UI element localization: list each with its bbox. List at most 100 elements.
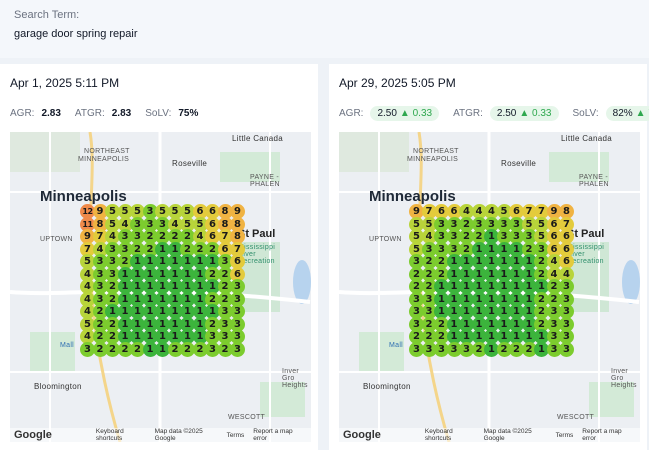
rank-cell: 1	[117, 279, 133, 294]
search-term-label: Search Term:	[14, 9, 80, 21]
rank-cell: 9	[230, 204, 245, 219]
metric-atgr: ATGR: 2.50 ▲ 0.33	[453, 105, 559, 121]
map-label-inver: Inver Gro Heights	[282, 368, 308, 389]
terms-link[interactable]: Terms	[555, 431, 574, 439]
rank-cell: 3	[92, 291, 108, 307]
rank-cell: 6	[230, 266, 245, 282]
rank-cell: 3	[434, 241, 449, 257]
rank-cell: 1	[471, 279, 487, 294]
metric-solv: SoLV: 82% ▲ 7%	[572, 105, 649, 121]
rank-cell: 5	[80, 254, 95, 269]
rank-cell: 1	[192, 266, 208, 282]
rank-cell: 1	[534, 279, 549, 294]
rank-grid-map[interactable]: Little Canada NORTHEAST MINNEAPOLIS Rose…	[10, 132, 311, 442]
scan-date: Apr 29, 2025 5:05 PM	[339, 76, 456, 90]
rank-cell: 3	[521, 229, 537, 244]
rank-cell: 1	[180, 304, 195, 319]
rank-cell: 1	[117, 266, 133, 282]
rank-cell: 6	[446, 204, 462, 219]
rank-cell: 1	[142, 316, 158, 332]
rank-cell: 1	[471, 304, 487, 319]
rank-cell: 5	[409, 216, 424, 232]
rank-cell: 3	[559, 329, 574, 344]
metric-atgr: ATGR: 2.83	[75, 108, 131, 119]
report-panel-apr-1: Apr 1, 2025 5:11 PM AGR: 2.83 ATGR: 2.83…	[0, 64, 318, 450]
report-map-error-link[interactable]: Report a map error	[253, 428, 293, 442]
rank-cell: 1	[167, 316, 183, 332]
map-label-minneapolis-upper: MINNEAPOLIS	[78, 156, 130, 163]
rank-cell: 1	[180, 291, 195, 307]
rank-cell: 2	[117, 341, 133, 357]
rank-cell: 3	[117, 241, 133, 257]
rank-cell: 2	[459, 229, 474, 244]
rank-cell: 1	[521, 291, 537, 307]
rank-cell: 2	[217, 266, 233, 282]
rank-cell: 1	[130, 266, 145, 282]
rank-cell: 3	[434, 216, 449, 232]
rank-cell: 2	[421, 254, 437, 269]
rank-cell: 4	[92, 241, 108, 257]
rank-cell: 1	[446, 279, 462, 294]
rank-grid-map[interactable]: Little Canada NORTHEAST MINNEAPOLIS Rose…	[339, 132, 640, 442]
atgr-label: ATGR:	[453, 107, 483, 119]
rank-cell: 1	[155, 241, 170, 257]
terms-link[interactable]: Terms	[226, 431, 245, 439]
rank-cell: 1	[496, 266, 512, 282]
rank-cell: 2	[409, 279, 424, 294]
keyboard-shortcuts-link[interactable]: Keyboard shortcuts	[424, 428, 453, 442]
solv-label: SoLV:	[572, 107, 599, 119]
rank-cell: 9	[80, 229, 95, 244]
rank-cell: 2	[130, 241, 145, 257]
rank-cell: 3	[421, 304, 437, 319]
map-label-bloomington: Bloomington	[34, 382, 82, 391]
solv-label: SoLV:	[145, 107, 172, 119]
rank-cell: 1	[446, 304, 462, 319]
map-label-st-paul: St Paul	[238, 228, 276, 240]
rank-cell: 3	[434, 341, 449, 357]
map-footer: Google Keyboard shortcuts Map data ©2025…	[10, 428, 311, 442]
rank-cell: 3	[534, 241, 549, 257]
keyboard-shortcuts-link[interactable]: Keyboard shortcuts	[95, 428, 124, 442]
rank-cell: 1	[180, 329, 195, 344]
rank-cell: 1	[192, 304, 208, 319]
rank-cell: 1	[484, 291, 499, 307]
rank-cell: 4	[192, 229, 208, 244]
rank-cell: 1	[180, 316, 195, 332]
rank-cell: 1	[167, 266, 183, 282]
rank-cell: 1	[130, 291, 145, 307]
rank-cell: 1	[142, 304, 158, 319]
rank-cell: 2	[105, 341, 120, 357]
map-label-uptown: UPTOWN	[369, 236, 402, 243]
rank-cell: 1	[484, 316, 499, 332]
rank-cell: 1	[155, 304, 170, 319]
rank-cell: 3	[230, 329, 245, 344]
rank-cell: 1	[471, 241, 487, 257]
rank-cell: 2	[105, 279, 120, 294]
rank-cell: 2	[180, 341, 195, 357]
rank-cell: 1	[471, 254, 487, 269]
rank-cell: 2	[167, 341, 183, 357]
rank-cell: 1	[117, 329, 133, 344]
rank-cell: 1	[192, 329, 208, 344]
metric-agr: AGR: 2.50 ▲ 0.33	[339, 105, 440, 121]
rank-cell: 7	[521, 204, 537, 219]
rank-cell: 1	[496, 279, 512, 294]
rank-cell: 1	[130, 329, 145, 344]
google-logo: Google	[14, 429, 52, 441]
rank-cell: 1	[521, 304, 537, 319]
rank-cell: 1	[155, 341, 170, 357]
rank-cell: 3	[459, 341, 474, 357]
rank-cell: 4	[559, 266, 574, 282]
rank-cell: 1	[459, 254, 474, 269]
atgr-pill: 2.50 ▲ 0.33	[489, 105, 559, 121]
rank-cell: 1	[521, 254, 537, 269]
rank-cell: 1	[142, 341, 158, 357]
rank-cell: 4	[484, 204, 499, 219]
rank-cell: 3	[559, 291, 574, 307]
report-map-error-link[interactable]: Report a map error	[582, 428, 622, 442]
rank-cell: 12	[80, 204, 95, 219]
rank-cell: 4	[421, 229, 437, 244]
rank-cell: 1	[142, 254, 158, 269]
rank-cell: 4	[167, 216, 183, 232]
rank-cell: 2	[421, 329, 437, 344]
